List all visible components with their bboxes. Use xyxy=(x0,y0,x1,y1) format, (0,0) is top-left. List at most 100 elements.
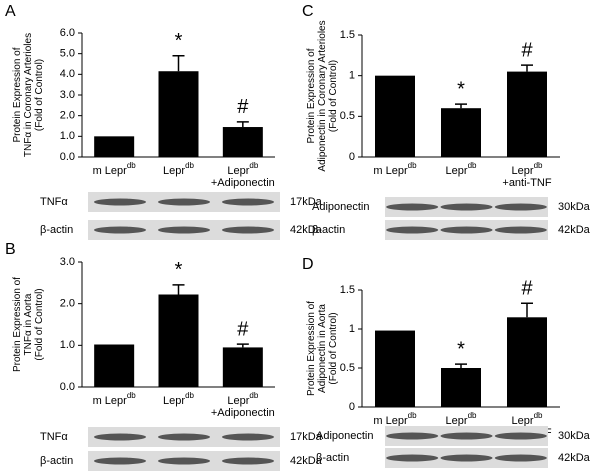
blot-band xyxy=(386,203,439,211)
label-part: Lepr xyxy=(163,395,185,407)
y-tick-label: 1.0 xyxy=(60,130,75,142)
y-tick-label: 0.0 xyxy=(60,151,75,163)
blot-band xyxy=(386,454,439,462)
label-part: db xyxy=(249,161,258,170)
blot-label: TNFα xyxy=(40,431,68,443)
label-part: db xyxy=(185,161,194,170)
y-tick-label: 0.5 xyxy=(340,362,355,374)
blot-size: 30kDa xyxy=(558,430,591,442)
blot-size: 42kDa xyxy=(290,455,323,467)
blot-band xyxy=(386,432,439,440)
bar xyxy=(222,347,263,387)
error-bar xyxy=(172,284,185,295)
blot-band xyxy=(222,226,274,234)
blot-band xyxy=(440,454,493,462)
label-part: Lepr xyxy=(227,395,249,407)
label-part: +Adiponectin xyxy=(211,407,275,419)
label-part: Lepr xyxy=(512,165,534,177)
y-axis-label: Protein Expression ofTNFα in Aorta(Fold … xyxy=(12,277,45,372)
blot-size: 42kDa xyxy=(290,224,323,236)
y-tick-label: 5.0 xyxy=(60,48,75,60)
x-tick-label: Leprdb xyxy=(163,161,194,177)
blot-band xyxy=(94,457,146,465)
label-part: Protein Expression of xyxy=(306,48,317,143)
blot-band xyxy=(386,226,439,234)
label-part: TNFα in Aorta xyxy=(23,293,34,355)
panel-letter: B xyxy=(5,241,16,258)
y-tick-label: 1 xyxy=(349,70,355,82)
panel-letter: D xyxy=(302,256,314,273)
x-tick-label: Leprdb +anti-TNF xyxy=(502,161,551,189)
blot-band xyxy=(440,432,493,440)
label-part: Lepr xyxy=(163,165,185,177)
blot-label: Adiponectin xyxy=(312,201,370,213)
x-tick-label: Leprdb xyxy=(446,411,477,427)
y-tick-label: 0.5 xyxy=(340,110,355,122)
bar xyxy=(375,330,415,407)
y-axis-label: Protein Expression ofAdiponectin in Coro… xyxy=(306,20,339,171)
panel-letter: A xyxy=(5,3,16,20)
blot-band xyxy=(222,198,274,206)
significance-mark: * xyxy=(175,30,183,52)
blot-size: 42kDa xyxy=(558,224,591,236)
label-part: Lepr xyxy=(227,165,249,177)
y-tick-label: 0.0 xyxy=(60,381,75,393)
blot-band xyxy=(494,203,547,211)
bar xyxy=(94,136,135,157)
label-part: Adiponectin in Aorta xyxy=(317,304,328,393)
blot-band xyxy=(94,433,146,441)
blot-size: 17kDa xyxy=(290,431,323,443)
label-part: db xyxy=(127,161,136,170)
label-part: db xyxy=(534,161,543,170)
significance-mark: * xyxy=(457,338,465,360)
significance-mark: # xyxy=(237,318,249,340)
bar xyxy=(507,71,547,157)
y-tick-label: 0 xyxy=(349,401,355,413)
significance-mark: # xyxy=(237,96,249,118)
x-tick-label: m Leprdb xyxy=(373,161,417,177)
bar xyxy=(375,75,415,157)
label-part: Adiponectin in Coronary Arterioles xyxy=(317,20,328,171)
label-part: db xyxy=(534,411,543,420)
significance-mark: * xyxy=(175,259,183,281)
error-bar xyxy=(455,103,467,109)
label-part: m Lepr xyxy=(93,395,128,407)
blot-band xyxy=(440,203,493,211)
label-part: Lepr xyxy=(512,415,534,427)
x-tick-label: Leprdb +Adiponectin xyxy=(211,391,275,419)
significance-mark: # xyxy=(521,278,533,300)
x-tick-label: Leprdb +Adiponectin xyxy=(211,161,275,189)
x-tick-label: m Leprdb xyxy=(93,391,137,407)
label-part: +anti-TNF xyxy=(502,177,551,189)
blot-size: 30kDa xyxy=(558,201,591,213)
x-tick-label: m Leprdb xyxy=(373,411,417,427)
blot-band xyxy=(94,226,146,234)
bar xyxy=(507,317,547,407)
panel-letter: C xyxy=(302,3,314,20)
label-part: db xyxy=(408,161,417,170)
label-part: (Fold of Control) xyxy=(328,60,339,132)
y-tick-label: 4.0 xyxy=(60,68,75,80)
y-axis-label: Protein Expression ofAdiponectin in Aort… xyxy=(306,301,339,396)
x-tick-label: Leprdb xyxy=(446,161,477,177)
blot-band xyxy=(158,433,210,441)
label-part: +Adiponectin xyxy=(211,177,275,189)
label-part: TNFα in Coronary Arterioles xyxy=(23,33,34,157)
blot-size: 42kDa xyxy=(558,452,591,464)
y-tick-label: 1.5 xyxy=(340,284,355,296)
blot-label: β-actin xyxy=(40,224,73,236)
blot-band xyxy=(222,457,274,465)
bar xyxy=(158,294,199,387)
bar xyxy=(441,108,481,157)
label-part: Protein Expression of xyxy=(12,47,23,142)
blot-band xyxy=(222,433,274,441)
blot-label: TNFα xyxy=(40,196,68,208)
label-part: (Fold of Control) xyxy=(328,312,339,384)
blot-band xyxy=(158,457,210,465)
blot-band xyxy=(494,454,547,462)
blot-band xyxy=(494,432,547,440)
bar xyxy=(94,344,135,387)
blot-band xyxy=(440,226,493,234)
y-tick-label: 1.0 xyxy=(60,339,75,351)
